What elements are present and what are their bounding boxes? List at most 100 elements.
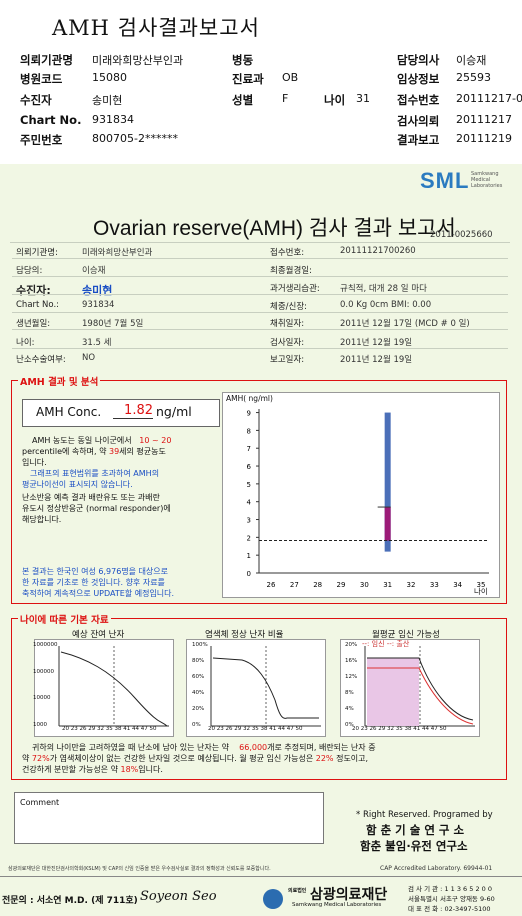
chart2-ytick-1: 80%: [192, 658, 205, 664]
amh-xtick-label: 30: [360, 581, 369, 589]
amh-xtick-label: 29: [337, 581, 346, 589]
pct-pregnancy: 22%: [315, 754, 334, 763]
amh-conc-value: 1.82: [113, 403, 153, 419]
amh-para4-line1: 본 결과는 한국인 여성 6,976명을 대상으로: [22, 567, 169, 576]
foundation-name: 삼광의료재단: [310, 887, 388, 903]
amh-xtick-label: 34: [453, 581, 462, 589]
chart3-ytick-4: 4%: [345, 706, 354, 712]
amh-para1-line2: percentile에 속하며, 약 39세의 평균농도: [22, 447, 166, 456]
header-value-1-v1: 15080: [92, 71, 127, 84]
pct-birth: 18%: [120, 765, 139, 774]
report-title: Ovarian reserve(AMH) 검사 결과 보고서: [93, 217, 456, 240]
header-label-0-l2: 병동: [232, 53, 254, 67]
patient-info-value-4: 1980년 7월 5일: [82, 319, 144, 329]
chart1-xticks: 20 23 26 29 32 35 38 41 44 47 50: [62, 726, 157, 732]
exam-info-value-6: 2011년 12월 19일: [340, 355, 413, 365]
header-label-2-l3: 나이: [324, 93, 346, 107]
chart3-ytick-5: 0%: [345, 722, 354, 728]
summary-line3: 건강하게 분만할 가능성은 약 18%입니다.: [22, 765, 163, 774]
summary-line1: 귀하의 나이만을 고려하였을 때 난소에 남아 있는 난자는 약 66,000개…: [32, 743, 376, 752]
sml-logo: SML: [420, 168, 470, 193]
amh-ytick-label: 3: [247, 517, 251, 525]
header-label-1-l1: 병원코드: [20, 72, 63, 86]
header-label-4-l4: 결과보고: [397, 133, 440, 147]
foundation-prefix: 의료법인: [288, 888, 307, 894]
contact-line-2: 서울특별시 서초구 양재동 9-60: [408, 895, 495, 903]
amh-xtick-label: 27: [290, 581, 299, 589]
exam-info-label-3: 체중/신장:: [270, 302, 308, 312]
header-label-2-l4: 접수번호: [397, 93, 440, 107]
chart2-ytick-3: 40%: [192, 690, 205, 696]
amh-conc-unit: ng/ml: [156, 404, 192, 419]
amh-ytick-label: 5: [247, 481, 251, 489]
rights-text: * Right Reserved. Programed by: [356, 810, 493, 820]
foundation-logo-icon: [263, 889, 283, 909]
chart1-ytick-0: 1000000: [33, 642, 58, 648]
chart3-ytick-2: 12%: [345, 674, 358, 680]
comment-label: Comment: [20, 798, 60, 807]
amh-xtick-label: 35: [477, 581, 486, 589]
header-label-3-l4: 검사의뢰: [397, 114, 440, 128]
header-label-1-l4: 임상정보: [397, 72, 440, 86]
chart3-legend: --: 임신 --: 출산: [362, 640, 410, 648]
exam-info-label-0: 접수번호:: [270, 248, 305, 258]
amh-patient-bar: [384, 507, 391, 541]
pregnancy-chart: [340, 639, 480, 737]
cap-accreditation: CAP Accredited Laboratory. 69944-01: [380, 865, 493, 872]
exam-info-value-2: 규칙적, 대개 28 일 마다: [340, 284, 427, 294]
footnote: 삼광의료재단은 대한진단검사의학회(KSLM) 및 CAP의 신임 인증을 받은…: [8, 866, 271, 872]
amh-ytick-label: 4: [247, 499, 252, 507]
chart1-ytick-2: 10000: [33, 695, 51, 702]
amh-para3-line1: 난소반응 예측 결과 배란유도 또는 과배란: [22, 493, 160, 502]
report-header-title: AMH 검사결과보고서: [52, 16, 260, 40]
patient-info-value-2: 송미현: [82, 284, 113, 297]
pregnancy-fill: [367, 658, 419, 726]
egg-count: 66,000: [239, 743, 268, 752]
amh-para3-line3: 해당합니다.: [22, 515, 62, 524]
patient-info-value-1: 이승재: [82, 266, 106, 276]
patient-info-label-2: 수진자:: [16, 284, 51, 297]
amh-ytick-label: 2: [247, 534, 251, 542]
exam-info-value-5: 2011년 12월 19일: [340, 338, 413, 348]
org-name-2: 함춘 불임·유전 연구소: [360, 839, 468, 853]
amh-chart-xlabel: 나이: [474, 587, 488, 596]
amh-para2-line1: 그래프의 표현범위를 초과하여 AMH의: [30, 469, 160, 478]
amh-para2-line2: 평균나이선이 표시되지 않습니다.: [22, 480, 133, 489]
exam-info-label-2: 과거생리습관:: [270, 284, 320, 294]
eggs-chart: [34, 639, 174, 737]
exam-info-value-4: 2011년 12월 17일 (MCD # 0 일): [340, 319, 470, 329]
amh-conc-label: AMH Conc.: [36, 405, 102, 419]
age-data-box: [11, 618, 507, 780]
header-value-2-v3: 31: [356, 92, 370, 105]
header-label-0-l4: 담당의사: [397, 53, 440, 67]
chart1-ytick-1: 100000: [33, 668, 54, 675]
doctor-signature: Soyeon Seo: [140, 889, 217, 904]
amh-xtick-label: 28: [313, 581, 322, 589]
chart1-ytick-3: 1000: [33, 722, 47, 728]
patient-info-label-3: Chart No.:: [16, 300, 60, 310]
header-value-2-v4: 20111217-002: [456, 92, 522, 105]
contact-info: 검 사 기 관 : 1 1 3 6 5 2 0 0 서울특별시 서초구 양재동 …: [408, 884, 495, 914]
amh-xtick-label: 33: [430, 581, 439, 589]
patient-info-label-4: 생년월일:: [16, 319, 51, 329]
amh-ytick-label: 7: [247, 445, 251, 453]
header-value-1-v2: OB: [282, 71, 299, 84]
amh-avg-age: 39: [108, 447, 120, 456]
amh-section-heading: AMH 결과 및 분석: [18, 374, 101, 388]
amh-ytick-label: 0: [247, 570, 251, 578]
chart2-ytick-0: 100%: [192, 642, 208, 648]
patient-info-label-0: 의뢰기관명:: [16, 248, 58, 258]
age-section-heading: 나이에 따른 기본 자료: [18, 612, 111, 626]
header-value-4-v4: 20111219: [456, 132, 512, 145]
chart2-xticks: 20 23 26 29 32 35 38 41 44 47 50: [208, 726, 303, 732]
header-value-4-v1: 800705-2******: [92, 132, 178, 145]
amh-percentile-range: 10 ~ 20: [139, 436, 172, 445]
amh-ytick-label: 8: [247, 427, 251, 435]
amh-xtick-label: 31: [383, 581, 392, 589]
amh-ytick-label: 1: [247, 552, 251, 560]
header-value-1-v4: 25593: [456, 71, 491, 84]
patient-info-label-5: 나이:: [16, 338, 35, 348]
header-label-4-l1: 주민번호: [20, 133, 63, 147]
chart3-ytick-0: 20%: [345, 642, 358, 648]
